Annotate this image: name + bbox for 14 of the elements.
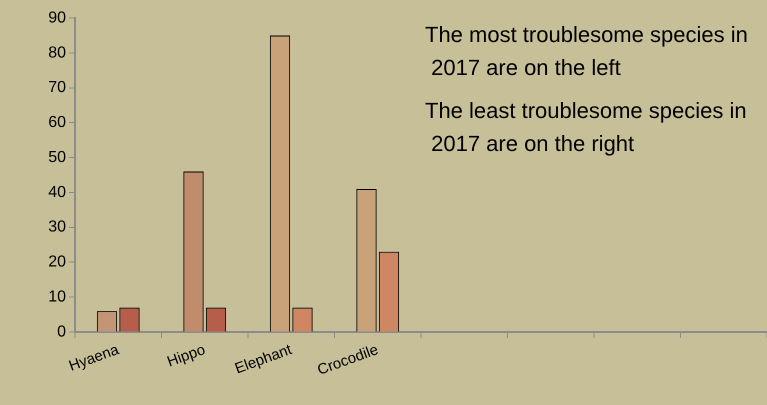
annotation: The most troublesome species in 2017 are on the left bbox=[425, 22, 748, 80]
y-tick-label: 10 bbox=[48, 288, 66, 306]
y-tick-label: 40 bbox=[48, 184, 66, 201]
y-tick-label: 50 bbox=[48, 148, 66, 166]
y-tick-label: 80 bbox=[48, 44, 66, 62]
y-tick-label: 90 bbox=[48, 9, 66, 26]
y-tick-label: 20 bbox=[48, 254, 66, 271]
annotation: The least troublesome species in 2017 are on the right bbox=[425, 98, 747, 156]
y-tick-label: 30 bbox=[48, 218, 66, 236]
x-tick-label: Hyaena bbox=[66, 340, 122, 375]
x-tick-label: Hippo bbox=[164, 341, 208, 370]
y-tick-label: 60 bbox=[48, 114, 66, 132]
y-tick-label: 0 bbox=[57, 323, 66, 340]
y-tick-label: 70 bbox=[48, 79, 66, 96]
